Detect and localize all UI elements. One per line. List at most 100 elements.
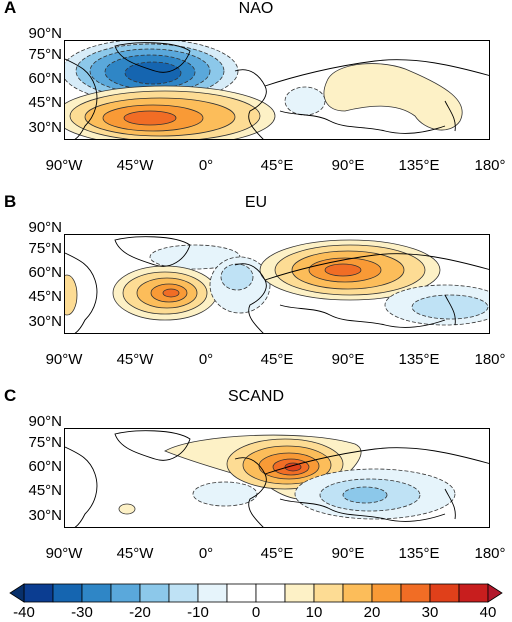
lon-label: 180°: [474, 545, 506, 562]
lat-label: 75°N: [28, 434, 62, 451]
panel-title: EU: [244, 194, 268, 211]
coastline: [114, 42, 191, 73]
colorbar-label: 30: [421, 604, 439, 621]
colorbar-segment: [313, 583, 344, 603]
pos-contour: [162, 288, 180, 298]
pos-contour: [118, 503, 136, 515]
lon-label: 90°W: [45, 157, 83, 174]
lon-label: 45°E: [260, 545, 294, 562]
neg-contour: [192, 481, 258, 507]
map-nao: [64, 40, 490, 140]
lat-label: 30°N: [28, 313, 62, 330]
lon-label: 0°: [198, 351, 214, 368]
lon-label: 180°: [474, 351, 506, 368]
lon-label: 45°W: [116, 545, 154, 562]
lon-label: 90°W: [45, 545, 83, 562]
lat-label: 60°N: [28, 458, 62, 475]
coastline: [114, 236, 191, 267]
coastline: [279, 110, 446, 134]
coastline: [234, 69, 267, 139]
lon-label: 45°W: [116, 157, 154, 174]
map-scand: [64, 428, 490, 528]
pos-contour: [324, 263, 362, 277]
coastline: [264, 59, 489, 87]
panel-scand: C SCAND 90°N 75°N 60°N 45°N 30°N: [0, 386, 512, 578]
colorbar-segment: [342, 583, 373, 603]
lon-label: 135°E: [398, 545, 440, 562]
coastline: [114, 430, 191, 461]
lat-label: 30°N: [28, 507, 62, 524]
colorbar-segment: [429, 583, 460, 603]
pos-contour: [65, 274, 78, 316]
coastline: [444, 294, 456, 326]
lon-label: 135°E: [398, 351, 440, 368]
neg-contour: [284, 86, 326, 116]
map-eu: [64, 234, 490, 334]
lon-label: 90°E: [331, 157, 365, 174]
panel-eu: B EU 90°N 75°N 60°N 45°N 30°N: [0, 192, 512, 384]
coastline: [444, 100, 456, 132]
lat-label: 45°N: [28, 94, 62, 111]
lon-label: 90°E: [331, 545, 365, 562]
neg-contour: [342, 486, 388, 504]
lat-label: 60°N: [28, 70, 62, 87]
lat-label: 90°N: [28, 219, 62, 236]
coastline: [234, 263, 267, 333]
colorbar-segment: [400, 583, 431, 603]
lat-label: 75°N: [28, 240, 62, 257]
colorbar-segment: [226, 583, 257, 603]
lat-label: 60°N: [28, 264, 62, 281]
panel-title: SCAND: [227, 388, 284, 405]
colorbar-segment: [81, 583, 112, 603]
panel-letter: A: [4, 0, 17, 17]
coastline: [264, 447, 489, 475]
panel-nao: A NAO 90°N 75°N 60°N 45°N 30°N: [0, 0, 512, 190]
lon-label: 45°E: [260, 351, 294, 368]
coastline: [444, 488, 456, 520]
lon-label: 135°E: [398, 157, 440, 174]
lon-label: 0°: [198, 545, 214, 562]
lat-label: 30°N: [28, 119, 62, 136]
lat-label: 90°N: [28, 25, 62, 42]
coastline: [65, 58, 98, 139]
coastline: [279, 498, 446, 522]
colorbar-label: 40: [479, 604, 497, 621]
colorbar-label: 10: [305, 604, 323, 621]
lon-label: 45°W: [116, 351, 154, 368]
colorbar-label: -10: [187, 604, 209, 621]
neg-contour: [411, 294, 489, 320]
pos-contour: [123, 110, 177, 126]
colorbar-segment: [52, 583, 83, 603]
panel-letter: B: [4, 192, 17, 211]
pos-contour: [323, 63, 463, 131]
pos-contour: [284, 462, 302, 472]
neg-contour: [124, 61, 182, 85]
lat-label: 75°N: [28, 46, 62, 63]
colorbar-segment: [255, 583, 286, 603]
lon-label: 90°W: [45, 351, 83, 368]
colorbar-max-arrow: [487, 583, 503, 603]
coastline: [65, 446, 98, 527]
lon-label: 90°E: [331, 351, 365, 368]
colorbar-segment: [284, 583, 315, 603]
coastline: [65, 252, 98, 333]
lat-label: 45°N: [28, 288, 62, 305]
coastline: [279, 304, 446, 328]
colorbar-segment: [197, 583, 228, 603]
lon-label: 45°E: [260, 157, 294, 174]
panel-title: NAO: [238, 0, 274, 17]
colorbar-label: -40: [13, 604, 35, 621]
colorbar-min-arrow: [9, 583, 25, 603]
lon-label: 180°: [474, 157, 506, 174]
panel-letter: C: [4, 386, 17, 405]
colorbar-label: -20: [129, 604, 151, 621]
lat-label: 90°N: [28, 413, 62, 430]
coastline: [264, 253, 489, 281]
colorbar-segment: [371, 583, 402, 603]
colorbar-segment: [168, 583, 199, 603]
colorbar-segment: [458, 583, 489, 603]
neg-contour: [220, 263, 254, 291]
colorbar-segment: [139, 583, 170, 603]
colorbar-label: -30: [71, 604, 93, 621]
colorbar: [9, 583, 503, 603]
